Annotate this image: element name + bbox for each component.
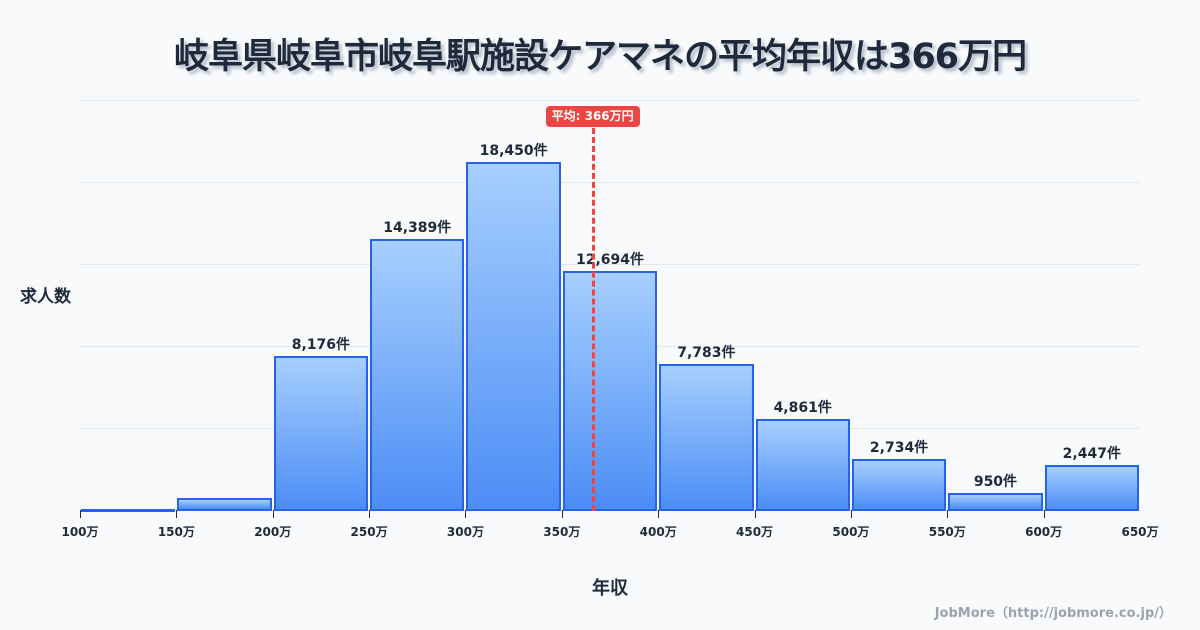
x-tick: [369, 510, 371, 518]
x-axis-label: 年収: [592, 578, 628, 599]
x-tick-label: 550万: [928, 525, 966, 539]
x-tick-label: 100万: [61, 525, 99, 539]
x-tick-label: 350万: [543, 525, 581, 539]
x-tick: [561, 510, 563, 518]
histogram-bar: [466, 162, 561, 511]
x-tick-label: 150万: [157, 525, 195, 539]
mean-badge: 平均: 366万円: [545, 106, 640, 127]
gridline: [80, 100, 1140, 101]
y-axis-label: 求人数: [20, 287, 71, 307]
bar-value-label: 14,389件: [383, 219, 452, 236]
histogram-bar: [177, 497, 272, 511]
bar-value-label: 950件: [973, 474, 1018, 491]
histogram-bar: [755, 419, 850, 511]
bar-value-label: 8,176件: [291, 337, 351, 354]
x-tick: [658, 510, 660, 518]
histogram-bar: [273, 356, 369, 511]
x-tick: [465, 510, 467, 518]
x-tick-label: 450万: [736, 525, 774, 539]
bar-value-label: 7,783件: [677, 344, 736, 361]
x-tick: [176, 510, 178, 518]
x-tick-label: 250万: [350, 525, 388, 539]
gridline: [80, 264, 1140, 265]
mean-line: [591, 128, 595, 511]
x-tick-label: 600万: [1025, 525, 1063, 539]
histogram-bar: [562, 270, 658, 511]
histogram-bar: [948, 493, 1043, 511]
x-tick-label: 200万: [254, 525, 292, 539]
x-tick-label: 650万: [1121, 525, 1159, 539]
histogram-bar: [851, 459, 947, 511]
gridline: [80, 182, 1140, 183]
x-tick: [850, 510, 852, 518]
x-tick: [1043, 510, 1045, 518]
chart-title: 岐阜県岐阜市岐阜駅施設ケアマネの平均年収は366万円: [173, 37, 1027, 77]
bar-value-label: 18,450件: [479, 143, 548, 159]
histogram-bar: [1044, 464, 1139, 511]
bar-value-label: 2,447件: [1062, 445, 1121, 462]
x-tick-label: 500万: [832, 525, 870, 539]
bar-value-label: 12,694件: [575, 251, 645, 268]
x-tick-label: 300万: [446, 525, 484, 539]
histogram-bar: [81, 509, 176, 512]
source-credit: JobMore（http://jobmore.co.jp/）: [934, 606, 1172, 621]
x-tick: [754, 510, 756, 518]
bar-value-label: 4,861件: [773, 400, 832, 417]
x-tick: [80, 510, 81, 518]
x-tick: [272, 510, 274, 518]
histogram-bar: [370, 238, 465, 511]
x-tick: [947, 510, 949, 518]
bar-value-label: 2,734件: [869, 440, 929, 457]
x-tick-label: 400万: [639, 525, 677, 539]
histogram-bar: [659, 363, 754, 511]
